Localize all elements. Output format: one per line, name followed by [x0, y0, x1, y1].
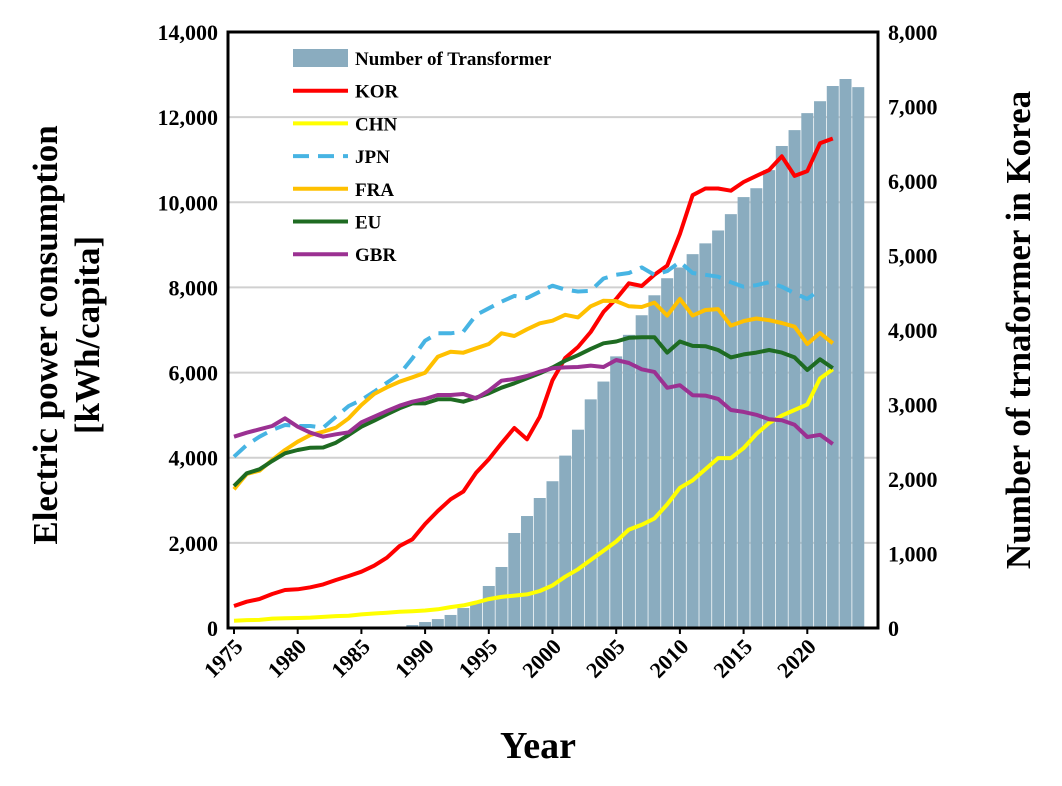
- bar-1991: [431, 619, 444, 628]
- x-tick-label: 1990: [390, 634, 439, 683]
- y-left-tick-label: 2,000: [169, 531, 219, 556]
- bar-2006: [622, 334, 635, 628]
- bar-2013: [712, 230, 725, 628]
- y-left-tick-label: 4,000: [169, 446, 219, 471]
- line-jpn: [232, 259, 822, 459]
- bar-2000: [546, 481, 559, 628]
- bar-1999: [533, 497, 546, 628]
- y-right-tick-label: 7,000: [888, 95, 938, 120]
- y-right-tick-label: 3,000: [888, 393, 938, 418]
- x-tick-label: 2000: [517, 634, 566, 683]
- bar-2007: [635, 315, 648, 628]
- y-right-tick-label: 2,000: [888, 467, 938, 492]
- bar-2019: [788, 130, 801, 628]
- bar-2002: [571, 429, 584, 628]
- y-right-tick-label: 0: [888, 616, 899, 641]
- consumption-lines: [232, 136, 835, 623]
- x-tick-label: 1975: [199, 634, 248, 683]
- y-right-tick-label: 1,000: [888, 542, 938, 567]
- line-chn: [233, 367, 834, 623]
- bar-1994: [470, 603, 483, 628]
- x-tick-label: 1985: [326, 634, 375, 683]
- bar-2001: [559, 455, 572, 628]
- legend: Number of Transformer KOR CHN JPN FRA EU GBR: [293, 49, 552, 266]
- transformer-bars: [393, 79, 865, 629]
- line-kor: [233, 136, 834, 608]
- bar-1997: [508, 533, 521, 628]
- x-tick-label: 1980: [262, 634, 311, 683]
- y-axis-left-label-line1: Electric power consumption: [26, 125, 65, 544]
- bar-2024: [852, 87, 865, 628]
- x-axis-label: Year: [500, 725, 576, 767]
- bar-2017: [763, 170, 776, 629]
- bar-2010: [673, 267, 686, 628]
- x-tick-label: 2005: [581, 634, 630, 683]
- y-right-tick-label: 6,000: [888, 169, 938, 194]
- line-gbr: [233, 358, 834, 446]
- bar-2018: [775, 145, 788, 629]
- legend-swatch-bar: [293, 49, 348, 67]
- bar-2014: [724, 214, 737, 628]
- x-tick-label: 2010: [645, 634, 694, 683]
- line-fra: [232, 296, 835, 491]
- y-left-tick-label: 8,000: [169, 275, 219, 300]
- legend-label: KOR: [355, 82, 399, 103]
- bar-1990: [419, 622, 432, 628]
- bar-2023: [839, 79, 852, 628]
- legend-label: GBR: [355, 245, 396, 266]
- y-right-tick-label: 5,000: [888, 244, 938, 269]
- y-right-tick-label: 8,000: [888, 20, 938, 45]
- y-left-tick-label: 12,000: [158, 105, 219, 130]
- legend-label: CHN: [355, 114, 398, 135]
- bar-2004: [597, 381, 610, 628]
- y-left-tick-label: 0: [207, 616, 218, 641]
- bar-1993: [457, 608, 470, 628]
- y-axis-left-label-line2: [kWh/capita]: [68, 236, 107, 434]
- x-tick-label: 1995: [454, 634, 503, 683]
- bar-1995: [482, 585, 495, 628]
- bar-2022: [826, 86, 839, 628]
- bar-2016: [750, 188, 763, 628]
- legend-label: FRA: [355, 180, 394, 201]
- bar-2003: [584, 399, 597, 628]
- y-right-tick-label: 4,000: [888, 318, 938, 343]
- y-left-tick-label: 10,000: [158, 190, 219, 215]
- bar-2005: [610, 356, 623, 628]
- bar-1998: [521, 516, 534, 628]
- legend-label: JPN: [355, 147, 390, 168]
- legend-label: EU: [355, 213, 382, 234]
- bar-2009: [661, 278, 674, 628]
- x-tick-label: 2015: [708, 634, 757, 683]
- y-left-tick-label: 6,000: [169, 361, 219, 386]
- bar-2021: [814, 101, 827, 628]
- bar-1992: [444, 614, 457, 628]
- bar-2012: [699, 243, 712, 628]
- y-left-tick-label: 14,000: [158, 20, 219, 45]
- x-tick-label: 2020: [772, 634, 821, 683]
- y-axis-right-label: Number of trnaformer in Korea: [999, 91, 1038, 569]
- axes: [226, 30, 880, 634]
- legend-label: Number of Transformer: [355, 49, 552, 70]
